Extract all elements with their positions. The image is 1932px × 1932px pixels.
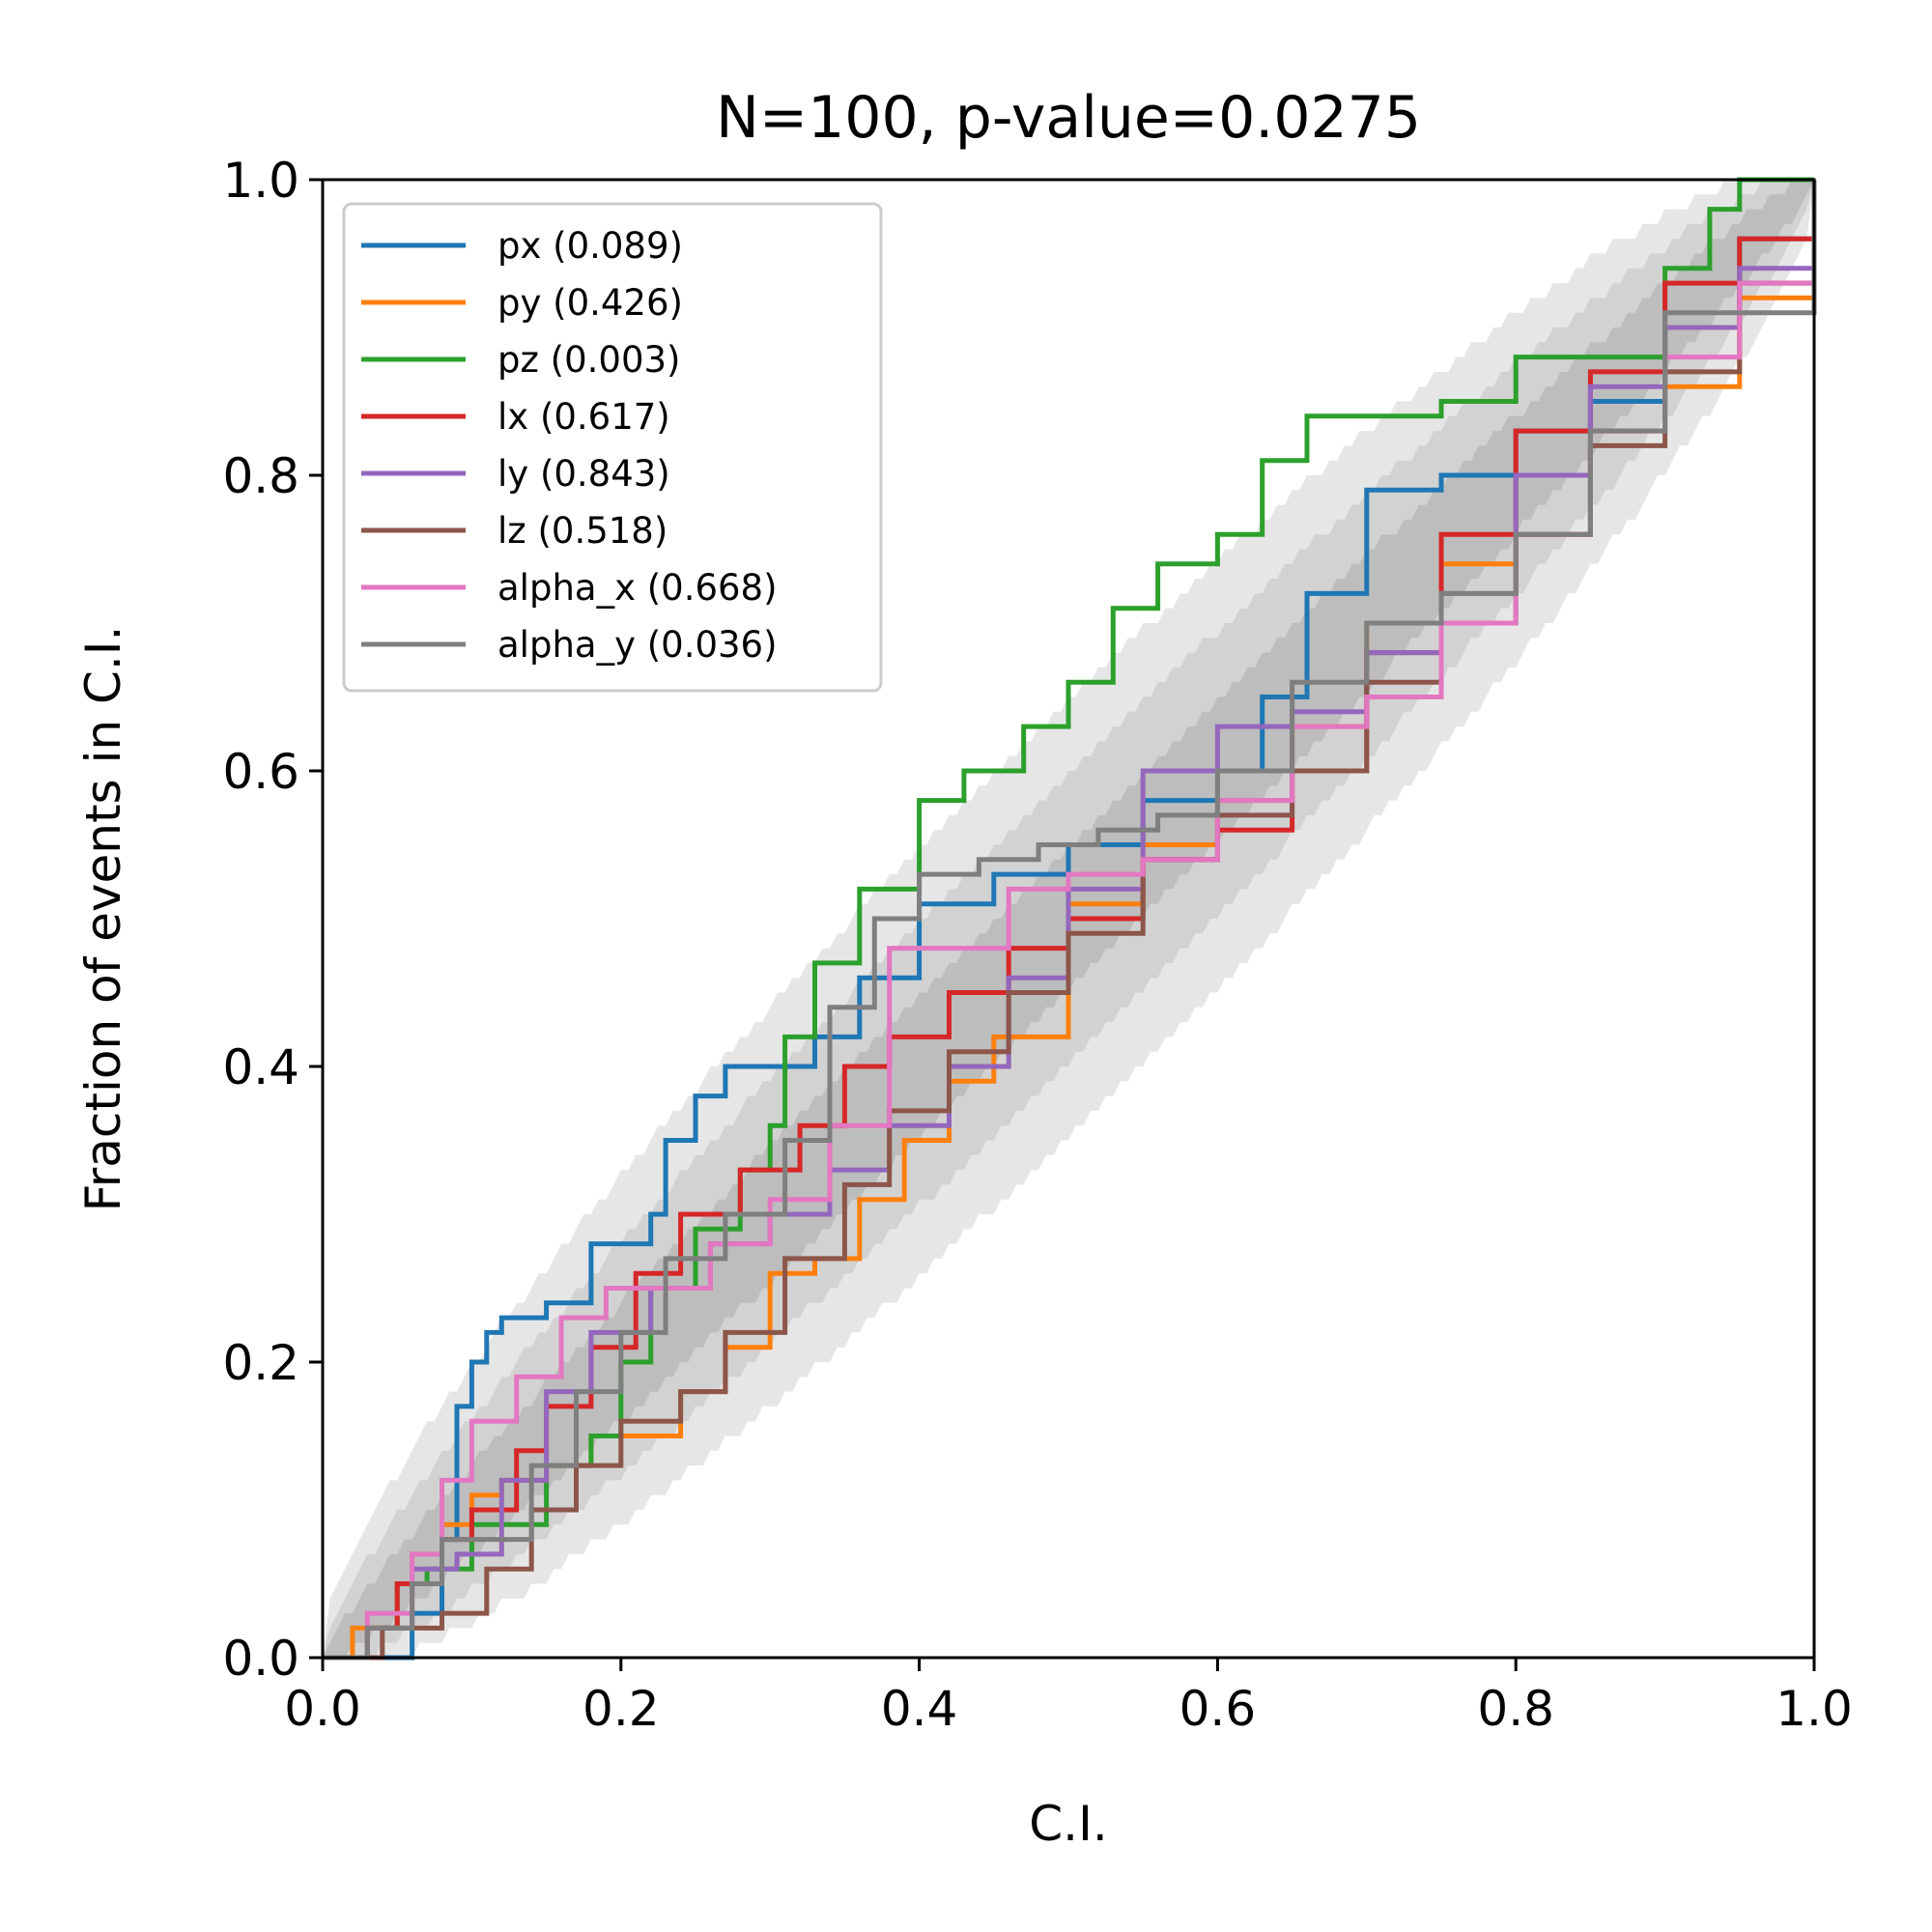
- legend-label: lz (0.518): [497, 510, 668, 552]
- legend-label: ly (0.843): [497, 453, 670, 495]
- series-line-px: [323, 180, 1817, 1661]
- x-axis-ticks: 0.0 0.2 0.4 0.6 0.8 1.0: [284, 1658, 1853, 1737]
- y-tick-label: 0.8: [222, 448, 299, 504]
- x-tick-label: 0.6: [1179, 1681, 1257, 1737]
- y-tick-label: 0.4: [222, 1039, 299, 1095]
- x-axis-label: C.I.: [1029, 1796, 1107, 1852]
- x-tick-label: 0.0: [284, 1681, 361, 1737]
- legend-label: alpha_x (0.668): [497, 567, 778, 609]
- x-tick-label: 0.8: [1477, 1681, 1554, 1737]
- legend: px (0.089) py (0.426) pz (0.003) lx (0.617)…: [342, 202, 883, 693]
- series-line-alpha_y: [323, 180, 1817, 1661]
- legend-label: pz (0.003): [497, 339, 680, 381]
- legend-label: lx (0.617): [497, 396, 670, 438]
- y-tick-label: 0.2: [222, 1335, 299, 1391]
- y-tick-label: 1.0: [222, 153, 299, 209]
- y-axis-label: Fraction of events in C.I.: [75, 626, 131, 1212]
- y-tick-label: 0.0: [222, 1631, 299, 1687]
- x-tick-label: 0.2: [582, 1681, 660, 1737]
- x-tick-label: 1.0: [1776, 1681, 1853, 1737]
- series-lines: [323, 177, 1817, 1661]
- legend-label: px (0.089): [497, 225, 683, 267]
- legend-label: py (0.426): [497, 282, 683, 324]
- y-tick-label: 0.6: [222, 744, 299, 800]
- plot-frame: [321, 178, 1816, 1660]
- legend-frame: [342, 202, 883, 693]
- y-axis-ticks: 0.0 0.2 0.4 0.6 0.8 1.0: [222, 153, 323, 1687]
- x-tick-label: 0.4: [881, 1681, 958, 1737]
- legend-label: alpha_y (0.036): [497, 624, 778, 666]
- chart-title: N=100, p-value=0.0275: [716, 84, 1421, 152]
